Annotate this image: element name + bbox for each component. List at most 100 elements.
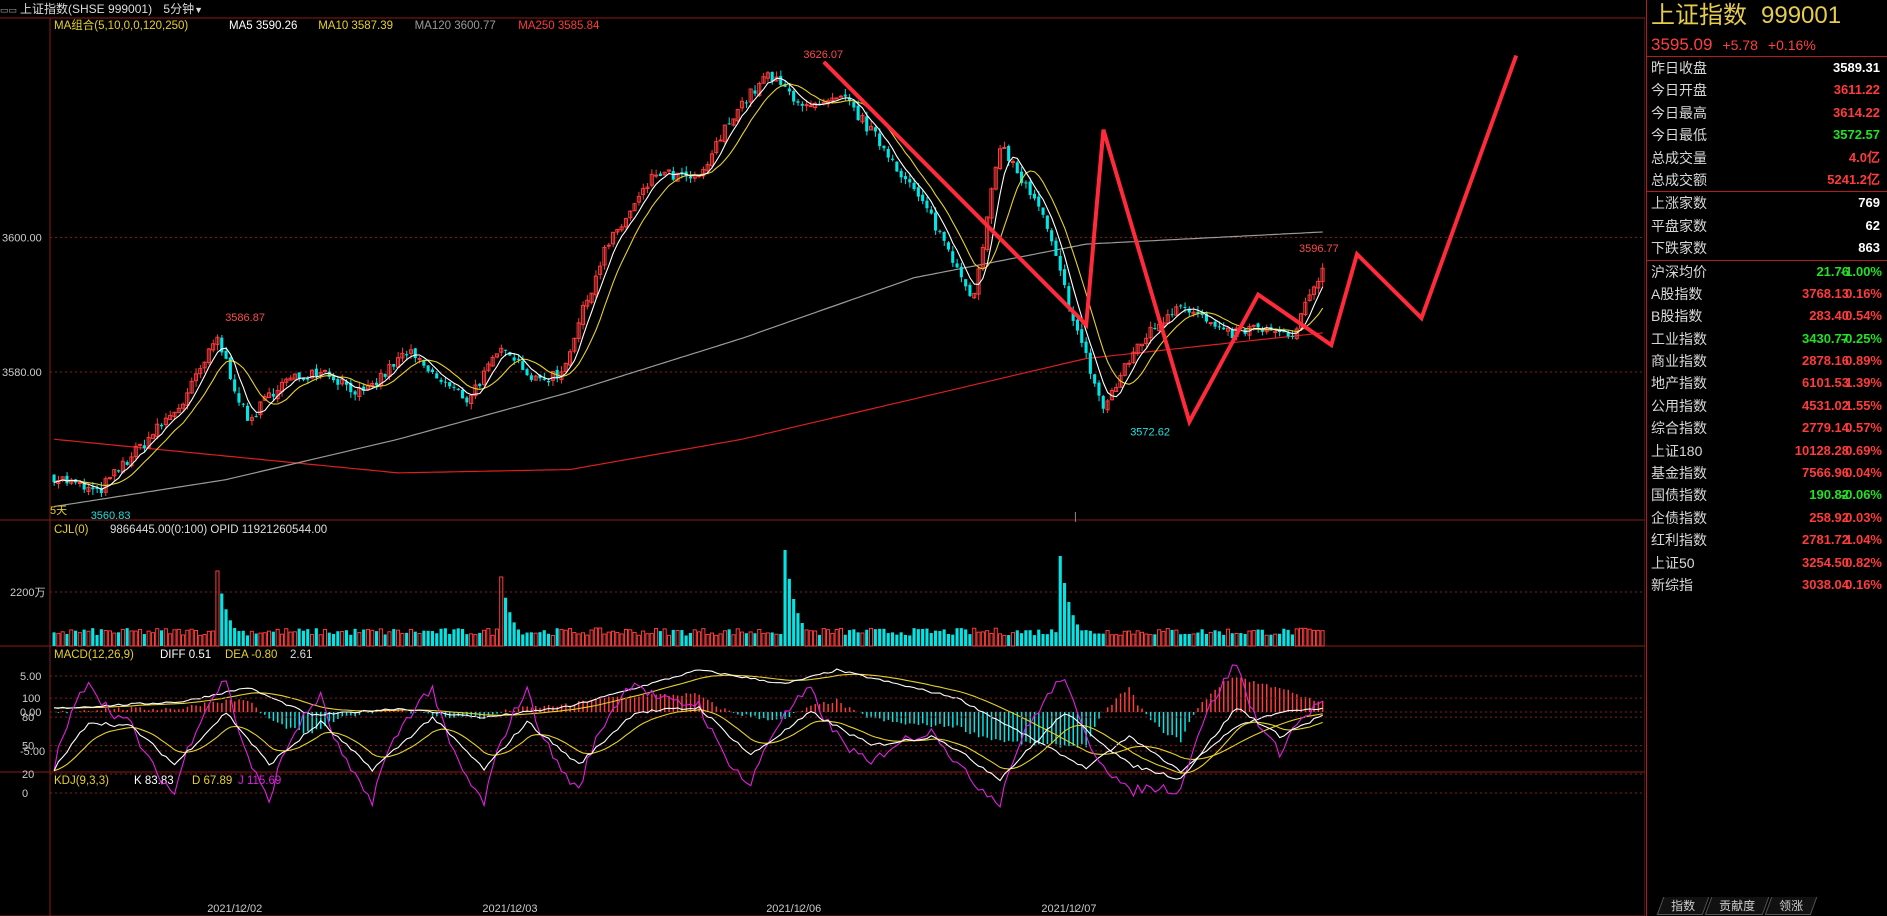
candle-down — [938, 230, 942, 232]
candle-up — [198, 368, 203, 375]
panel-tab[interactable]: 贡献度 — [1704, 897, 1770, 915]
volume-bar — [1316, 629, 1321, 647]
volume-bar — [1234, 632, 1239, 647]
quote-row[interactable]: 今日最高 3614.22 — [1647, 102, 1887, 124]
index-row[interactable]: 基金指数 7566.96 0.04% — [1647, 462, 1887, 484]
panel-tab[interactable]: 指数 — [1656, 897, 1710, 915]
candle-down — [1187, 308, 1191, 313]
candle-down — [405, 354, 409, 356]
volume-bar — [189, 628, 194, 647]
volume-bar — [547, 633, 551, 646]
candle-up — [1307, 294, 1312, 301]
kline-chart[interactable]: 3600.00 3580.00 3626.07 3586.87 3560.83 3572.… — [0, 0, 1645, 916]
volume-bar — [422, 630, 426, 646]
volume-bar — [318, 634, 323, 647]
candle-up — [150, 434, 155, 440]
index-row[interactable]: 红利指数 2781.72 1.04% — [1647, 529, 1887, 551]
candle-up — [267, 392, 272, 399]
candle-down — [1020, 171, 1024, 184]
volume-bar — [120, 628, 125, 647]
volume-bar — [602, 633, 607, 647]
volume-bar — [1179, 634, 1183, 646]
index-label: B股指数 — [1651, 308, 1703, 325]
breadth-row[interactable]: 平盘家数 62 — [1647, 215, 1887, 237]
candle-up — [1191, 311, 1196, 315]
volume-bar — [701, 628, 706, 647]
candle-down — [422, 359, 426, 366]
quote-row[interactable]: 昨日收盘 3589.31 — [1647, 57, 1887, 79]
candle-down — [1058, 256, 1062, 271]
breadth-row[interactable]: 上涨家数 769 — [1647, 192, 1887, 214]
volume-bar — [959, 628, 963, 646]
volume-bar — [95, 634, 99, 646]
quote-row[interactable]: 今日开盘 3611.22 — [1647, 79, 1887, 101]
volume-bar — [688, 632, 692, 646]
candle-down — [1230, 328, 1234, 339]
index-row[interactable]: 地产指数 6101.53 1.39% — [1647, 372, 1887, 394]
index-row[interactable]: 工业指数 3430.77 -0.25% — [1647, 328, 1887, 350]
ma-legend: MA5 3590.26 — [229, 20, 297, 32]
index-row[interactable]: 沪深均价 21.76 -1.00% — [1647, 261, 1887, 283]
index-row[interactable]: 上证50 3254.50 0.82% — [1647, 552, 1887, 574]
index-row[interactable]: 上证180 10128.28 0.69% — [1647, 440, 1887, 462]
candle-up — [215, 336, 220, 345]
index-row[interactable]: 综合指数 2779.14 0.57% — [1647, 417, 1887, 439]
index-label: 企债指数 — [1651, 509, 1707, 526]
candle-down — [891, 158, 895, 160]
index-row[interactable]: 公用指数 4531.02 1.55% — [1647, 395, 1887, 417]
candle-down — [529, 375, 533, 380]
volume-bar — [1010, 632, 1016, 647]
quote-row[interactable]: 今日最低 3572.57 — [1647, 124, 1887, 146]
volume-bar — [852, 629, 856, 646]
volume-bar — [439, 628, 443, 646]
volume-bar — [576, 633, 581, 647]
volume-bar — [1135, 630, 1140, 647]
candle-down — [1153, 327, 1157, 329]
volume-bar — [486, 628, 491, 647]
candle-up — [611, 231, 616, 245]
candle-up — [838, 95, 844, 98]
kdj-tick: 50 — [22, 741, 34, 753]
price-change: +5.78 — [1722, 37, 1758, 53]
volume-bar — [125, 628, 129, 646]
index-value: 7566.96 — [1802, 465, 1849, 481]
index-row[interactable]: 企债指数 258.92 0.03% — [1647, 507, 1887, 529]
candle-up — [709, 153, 715, 167]
index-value: 21.76 — [1816, 263, 1849, 279]
volume-bar — [1200, 629, 1204, 646]
macd-tick: -5.00 — [20, 746, 45, 758]
index-row[interactable]: 国债指数 190.82 -0.06% — [1647, 484, 1887, 506]
candle-up — [107, 476, 113, 479]
volume-bar — [1225, 628, 1231, 647]
candle-down — [934, 212, 938, 231]
candle-down — [297, 372, 301, 379]
volume-bar — [258, 632, 263, 647]
index-row[interactable]: 商业指数 2878.16 0.89% — [1647, 350, 1887, 372]
window-icon[interactable]: ▭▭ — [0, 5, 18, 15]
index-pct: 0.03% — [1845, 509, 1882, 525]
volume-bar — [168, 633, 173, 647]
volume-bar — [563, 629, 568, 647]
candle-up — [185, 392, 190, 406]
volume-bar — [1093, 633, 1097, 646]
panel-tab[interactable]: 领涨 — [1764, 897, 1818, 915]
chart-area[interactable]: 3600.00 3580.00 3626.07 3586.87 3560.83 3572.… — [0, 0, 1645, 916]
volume-bar — [1217, 631, 1221, 646]
candle-up — [310, 369, 315, 379]
candle-up — [172, 411, 177, 417]
low-label-right: 3572.62 — [1130, 427, 1170, 439]
quote-row[interactable]: 总成交额 5241.2亿 — [1647, 169, 1887, 191]
volume-bar — [860, 632, 865, 647]
quote-row[interactable]: 总成交量 4.0亿 — [1647, 147, 1887, 169]
volume-bar — [224, 609, 228, 646]
period-selector[interactable]: 5分钟▼ — [163, 2, 204, 16]
candle-down — [504, 349, 508, 351]
volume-bar — [504, 597, 508, 646]
candle-down — [383, 373, 387, 377]
index-row[interactable]: B股指数 283.40 0.54% — [1647, 305, 1887, 327]
candle-down — [430, 369, 434, 373]
volume-bar — [202, 634, 207, 647]
breadth-row[interactable]: 下跌家数 863 — [1647, 237, 1887, 259]
index-row[interactable]: A股指数 3768.13 0.16% — [1647, 283, 1887, 305]
index-row[interactable]: 新综指 3038.04 0.16% — [1647, 574, 1887, 596]
